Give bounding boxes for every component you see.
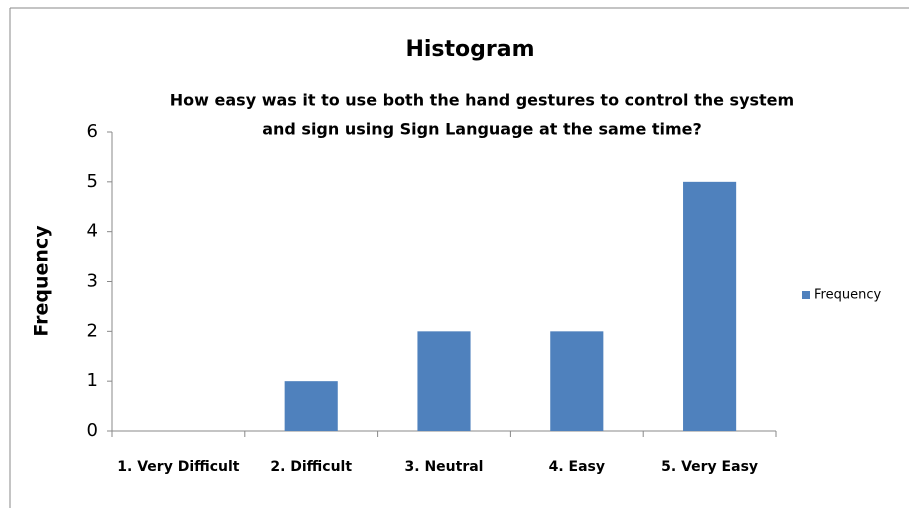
bar bbox=[683, 181, 737, 431]
y-tick-label: 2 bbox=[87, 320, 98, 341]
legend-swatch bbox=[802, 291, 810, 299]
y-tick-label: 0 bbox=[87, 420, 98, 441]
x-tick-label: 4. Easy bbox=[549, 459, 605, 475]
y-tick-label: 5 bbox=[87, 171, 98, 192]
bar bbox=[284, 381, 338, 431]
y-tick-label: 4 bbox=[87, 221, 98, 242]
chart-subtitle: and sign using Sign Language at the same… bbox=[262, 120, 702, 139]
x-tick-label: 1. Very Difficult bbox=[117, 459, 240, 475]
chart-title: Histogram bbox=[405, 37, 534, 62]
bar bbox=[550, 331, 604, 431]
x-tick-label: 3. Neutral bbox=[405, 459, 484, 475]
x-tick-label: 2. Difficult bbox=[270, 459, 352, 475]
y-tick-label: 6 bbox=[87, 121, 98, 142]
bar bbox=[417, 331, 471, 431]
legend-label: Frequency bbox=[814, 288, 881, 303]
y-tick-label: 1 bbox=[87, 370, 98, 391]
y-tick-label: 3 bbox=[87, 271, 98, 292]
chart-subtitle: How easy was it to use both the hand ges… bbox=[170, 91, 794, 110]
y-axis-label: Frequency bbox=[31, 225, 53, 337]
x-tick-label: 5. Very Easy bbox=[661, 459, 758, 475]
